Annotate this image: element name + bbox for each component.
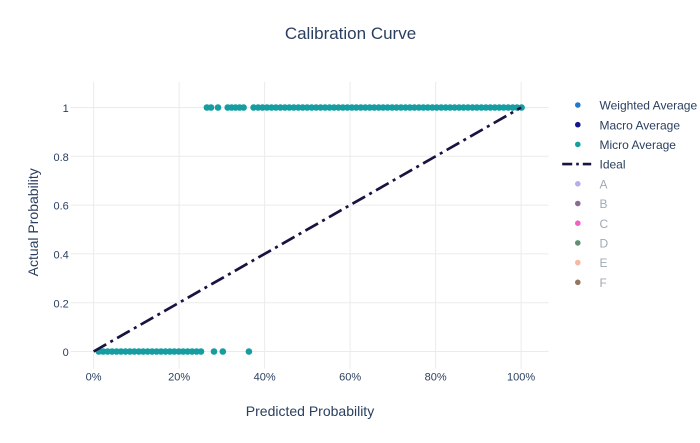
svg-text:Calibration Curve: Calibration Curve <box>285 24 416 43</box>
svg-text:0.2: 0.2 <box>54 298 69 310</box>
svg-text:60%: 60% <box>339 372 361 384</box>
svg-text:Ideal: Ideal <box>600 158 626 172</box>
svg-text:Actual Probability: Actual Probability <box>25 168 41 276</box>
svg-text:80%: 80% <box>425 372 447 384</box>
svg-text:Micro Average: Micro Average <box>600 138 677 152</box>
svg-text:Weighted Average: Weighted Average <box>600 99 698 113</box>
svg-text:0.6: 0.6 <box>54 201 69 213</box>
svg-text:0%: 0% <box>86 372 102 384</box>
svg-text:D: D <box>600 237 609 251</box>
svg-text:B: B <box>600 197 608 211</box>
svg-text:0.4: 0.4 <box>54 250 69 262</box>
svg-text:Predicted Probability: Predicted Probability <box>246 403 374 419</box>
svg-text:F: F <box>600 276 607 290</box>
svg-text:E: E <box>600 256 608 270</box>
svg-text:0.8: 0.8 <box>54 152 69 164</box>
svg-text:100%: 100% <box>507 372 535 384</box>
svg-text:C: C <box>600 217 609 231</box>
svg-text:1: 1 <box>63 103 69 115</box>
svg-text:Macro Average: Macro Average <box>600 118 681 132</box>
svg-text:A: A <box>600 177 608 191</box>
svg-text:0: 0 <box>63 347 69 359</box>
svg-text:20%: 20% <box>168 372 190 384</box>
svg-text:40%: 40% <box>254 372 276 384</box>
